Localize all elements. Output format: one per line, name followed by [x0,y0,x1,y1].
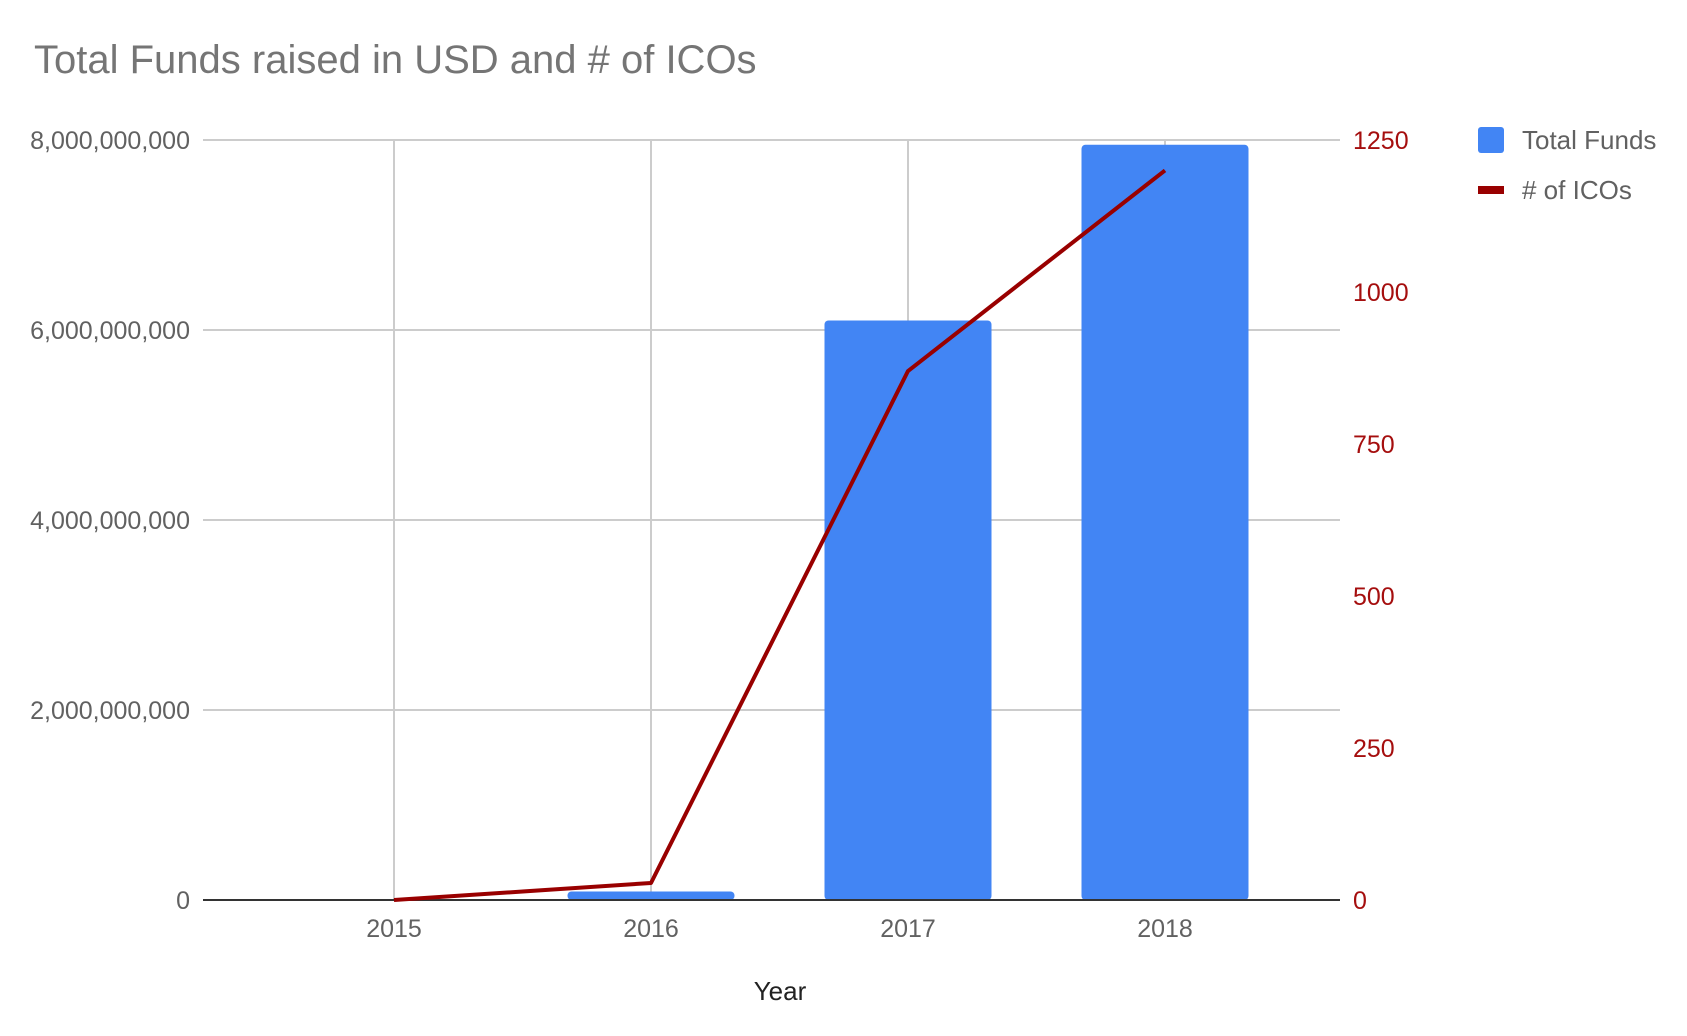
right-tick-label: 250 [1353,735,1395,763]
x-tick-label: 2015 [366,915,422,943]
left-tick-label: 4,000,000,000 [30,507,190,535]
line-series [393,168,1167,902]
x-axis-title: Year [754,976,807,1006]
line-icos [393,168,1167,902]
right-axis-ticks: 0 250 500 750 1000 1250 [1353,127,1409,915]
bar-series [567,144,1249,900]
bar-2016 [567,891,735,900]
right-tick-label: 0 [1353,887,1367,915]
right-tick-label: 1000 [1353,279,1409,307]
left-tick-label: 8,000,000,000 [30,127,190,155]
left-tick-label: 2,000,000,000 [30,697,190,725]
legend-label-total-funds: Total Funds [1522,125,1656,155]
x-axis-ticks: 2015 2016 2017 2018 [366,915,1193,943]
bar-2017 [824,320,992,900]
chart-title: Total Funds raised in USD and # of ICOs [34,38,757,82]
right-tick-label: 500 [1353,583,1395,611]
right-tick-label: 1250 [1353,127,1409,155]
legend: Total Funds # of ICOs [1478,125,1656,205]
left-tick-label: 6,000,000,000 [30,317,190,345]
x-tick-label: 2018 [1137,915,1193,943]
left-tick-label: 0 [176,887,190,915]
legend-swatch-icos [1478,186,1504,194]
legend-swatch-total-funds [1478,127,1504,153]
x-tick-label: 2017 [880,915,936,943]
right-tick-label: 750 [1353,431,1395,459]
x-tick-label: 2016 [623,915,679,943]
bar-2018 [1081,144,1249,900]
left-axis-ticks: 0 2,000,000,000 4,000,000,000 6,000,000,000… [30,127,190,915]
legend-label-icos: # of ICOs [1522,175,1632,205]
